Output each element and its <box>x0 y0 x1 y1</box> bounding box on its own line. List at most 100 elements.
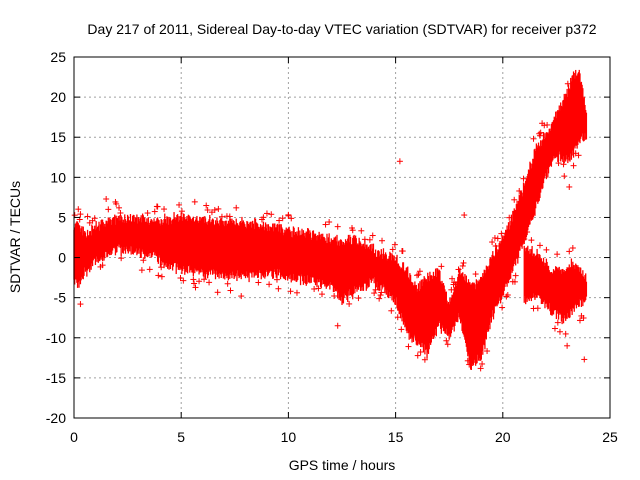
data-point <box>326 218 333 225</box>
x-tick-label: 0 <box>70 429 78 445</box>
data-point <box>215 205 222 212</box>
data-point <box>378 289 385 296</box>
data-point <box>562 330 569 337</box>
data-point <box>498 230 505 237</box>
data-point <box>372 286 379 293</box>
data-point <box>293 289 300 296</box>
data-point <box>394 314 401 321</box>
data-point <box>376 295 383 302</box>
data-point <box>158 273 165 280</box>
data-point <box>484 348 491 355</box>
data-point <box>417 348 424 355</box>
data-point <box>203 202 210 209</box>
data-point <box>520 175 527 182</box>
data-point <box>504 291 511 298</box>
x-tick-label: 20 <box>495 429 511 445</box>
outlier-point <box>238 293 245 300</box>
outlier-point <box>334 322 341 329</box>
data-point <box>536 242 543 249</box>
data-point <box>75 206 82 213</box>
data-point <box>211 206 218 213</box>
data-point <box>389 246 396 253</box>
data-point <box>334 223 341 230</box>
data-point <box>537 129 544 136</box>
x-tick-label: 15 <box>388 429 404 445</box>
data-point <box>331 292 338 299</box>
data-point <box>555 160 562 167</box>
data-point <box>479 360 486 367</box>
y-tick-label: 0 <box>58 250 66 266</box>
data-point <box>361 236 368 243</box>
data-point <box>288 215 295 222</box>
data-point <box>511 196 518 203</box>
data-point <box>554 251 561 258</box>
data-point <box>349 227 356 234</box>
data-point <box>196 278 203 285</box>
data-point <box>399 248 406 255</box>
data-point <box>206 279 213 286</box>
data-point <box>91 215 98 222</box>
data-point <box>201 276 208 283</box>
data-point <box>449 275 456 282</box>
data-point <box>138 267 145 274</box>
outlier-point <box>396 158 403 165</box>
y-tick-label: 15 <box>50 129 66 145</box>
data-point <box>176 201 183 208</box>
data-point <box>204 206 211 213</box>
data-point <box>255 279 262 286</box>
data-point <box>190 276 197 283</box>
data-point <box>492 242 499 249</box>
data-point <box>105 206 112 213</box>
y-tick-label: -10 <box>46 330 66 346</box>
data-point <box>346 300 353 307</box>
data-point <box>580 314 587 321</box>
data-point <box>311 285 318 292</box>
data-point <box>154 203 161 210</box>
data-point <box>379 237 386 244</box>
data-point <box>279 215 286 222</box>
data-point <box>398 326 405 333</box>
data-point <box>276 217 283 224</box>
outlier-point <box>285 212 292 219</box>
outlier-point <box>461 212 468 219</box>
data-point <box>140 257 147 264</box>
data-point <box>355 295 362 302</box>
data-point <box>144 210 151 217</box>
data-point <box>273 276 280 283</box>
data-point <box>512 272 519 279</box>
data-point <box>161 206 168 213</box>
y-tick-label: -20 <box>46 410 66 426</box>
axis-ticks: 0 5 10 15 20 25 -20 -15 -10 -5 0 5 10 15 20 25 <box>46 49 618 445</box>
x-axis-label: GPS time / hours <box>289 457 396 473</box>
data-point <box>554 319 561 326</box>
data-point <box>388 307 395 314</box>
data-points <box>71 69 588 372</box>
data-point <box>366 236 373 243</box>
data-point <box>117 209 124 216</box>
x-tick-label: 10 <box>281 429 297 445</box>
data-point <box>227 287 234 294</box>
data-point <box>528 237 535 244</box>
data-point <box>536 132 543 139</box>
data-point <box>151 208 158 215</box>
data-point <box>524 229 531 236</box>
data-point <box>84 213 91 220</box>
data-point <box>530 135 537 142</box>
data-point <box>443 337 450 344</box>
data-point <box>516 187 523 194</box>
data-point <box>158 264 165 271</box>
data-point <box>561 173 568 180</box>
data-point <box>489 239 496 246</box>
data-point <box>177 275 184 282</box>
data-point <box>214 289 221 296</box>
data-point <box>99 262 106 269</box>
data-point <box>421 356 428 363</box>
data-point <box>377 292 384 299</box>
data-point <box>405 343 412 350</box>
y-tick-label: 5 <box>58 209 66 225</box>
data-point <box>521 236 528 243</box>
data-point <box>534 305 541 312</box>
data-point <box>570 162 577 169</box>
y-tick-label: 20 <box>50 89 66 105</box>
